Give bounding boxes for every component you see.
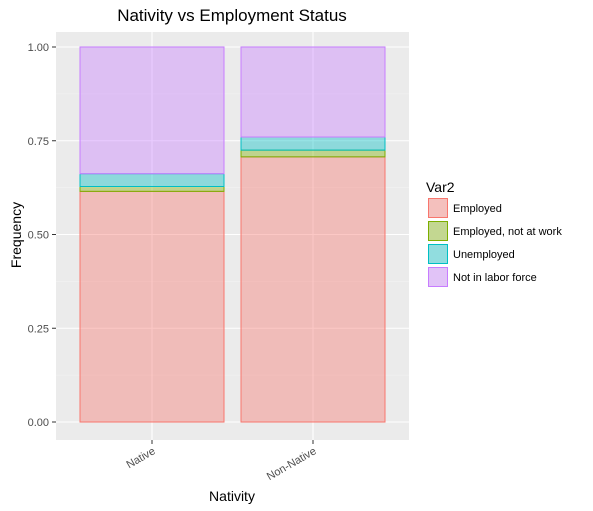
legend-swatch: [428, 267, 448, 287]
legend-key-bg: [428, 198, 448, 218]
legend-swatch: [428, 198, 448, 218]
bar-segment-non-native-not-in-labor-force: [240, 46, 386, 138]
legend-swatch: [428, 221, 448, 241]
y-tick-label: 0.00: [28, 417, 49, 429]
y-axis-ticks: 0.00 0.25 0.50 0.75 1.00: [28, 42, 56, 429]
bar-segment-native-not-in-labor-force: [79, 46, 225, 175]
legend-key-bg: [428, 267, 448, 287]
bar-segment-non-native-employed: [240, 156, 386, 423]
bars: [79, 46, 386, 423]
y-tick-label: 0.25: [28, 323, 49, 335]
legend-swatch: [428, 244, 448, 264]
bar-segment-native-employed-not-at-work: [79, 186, 225, 192]
x-tick-label: Non-Native: [265, 445, 319, 483]
x-axis-ticks: Native Non-Native: [124, 440, 319, 483]
legend-label: Not in labor force: [453, 272, 537, 284]
legend-label: Unemployed: [453, 249, 515, 261]
legend-key-bg: [428, 221, 448, 241]
bar-segment-native-employed: [79, 190, 225, 423]
legend-key-bg: [428, 244, 448, 264]
legend-label: Employed: [453, 203, 502, 215]
x-axis-title: Nativity: [209, 488, 255, 504]
y-tick-label: 0.50: [28, 230, 49, 242]
plot-panel: [56, 32, 409, 440]
bar-segment-non-native-unemployed: [240, 136, 386, 151]
legend-label: Employed, not at work: [453, 226, 562, 238]
legend-title: Var2: [426, 179, 455, 195]
bar-segment-non-native-employed-not-at-work: [240, 149, 386, 158]
y-axis-title: Frequency: [8, 202, 24, 268]
chart-title: Nativity vs Employment Status: [117, 6, 347, 25]
x-tick-label: Native: [124, 445, 157, 471]
y-tick-label: 1.00: [28, 42, 49, 54]
y-tick-label: 0.75: [28, 136, 49, 148]
grid-minor: [56, 93, 409, 376]
bar-segment-native-unemployed: [79, 173, 225, 187]
legend: Var2 Employed Employed, not at work Unempl…: [426, 179, 562, 287]
